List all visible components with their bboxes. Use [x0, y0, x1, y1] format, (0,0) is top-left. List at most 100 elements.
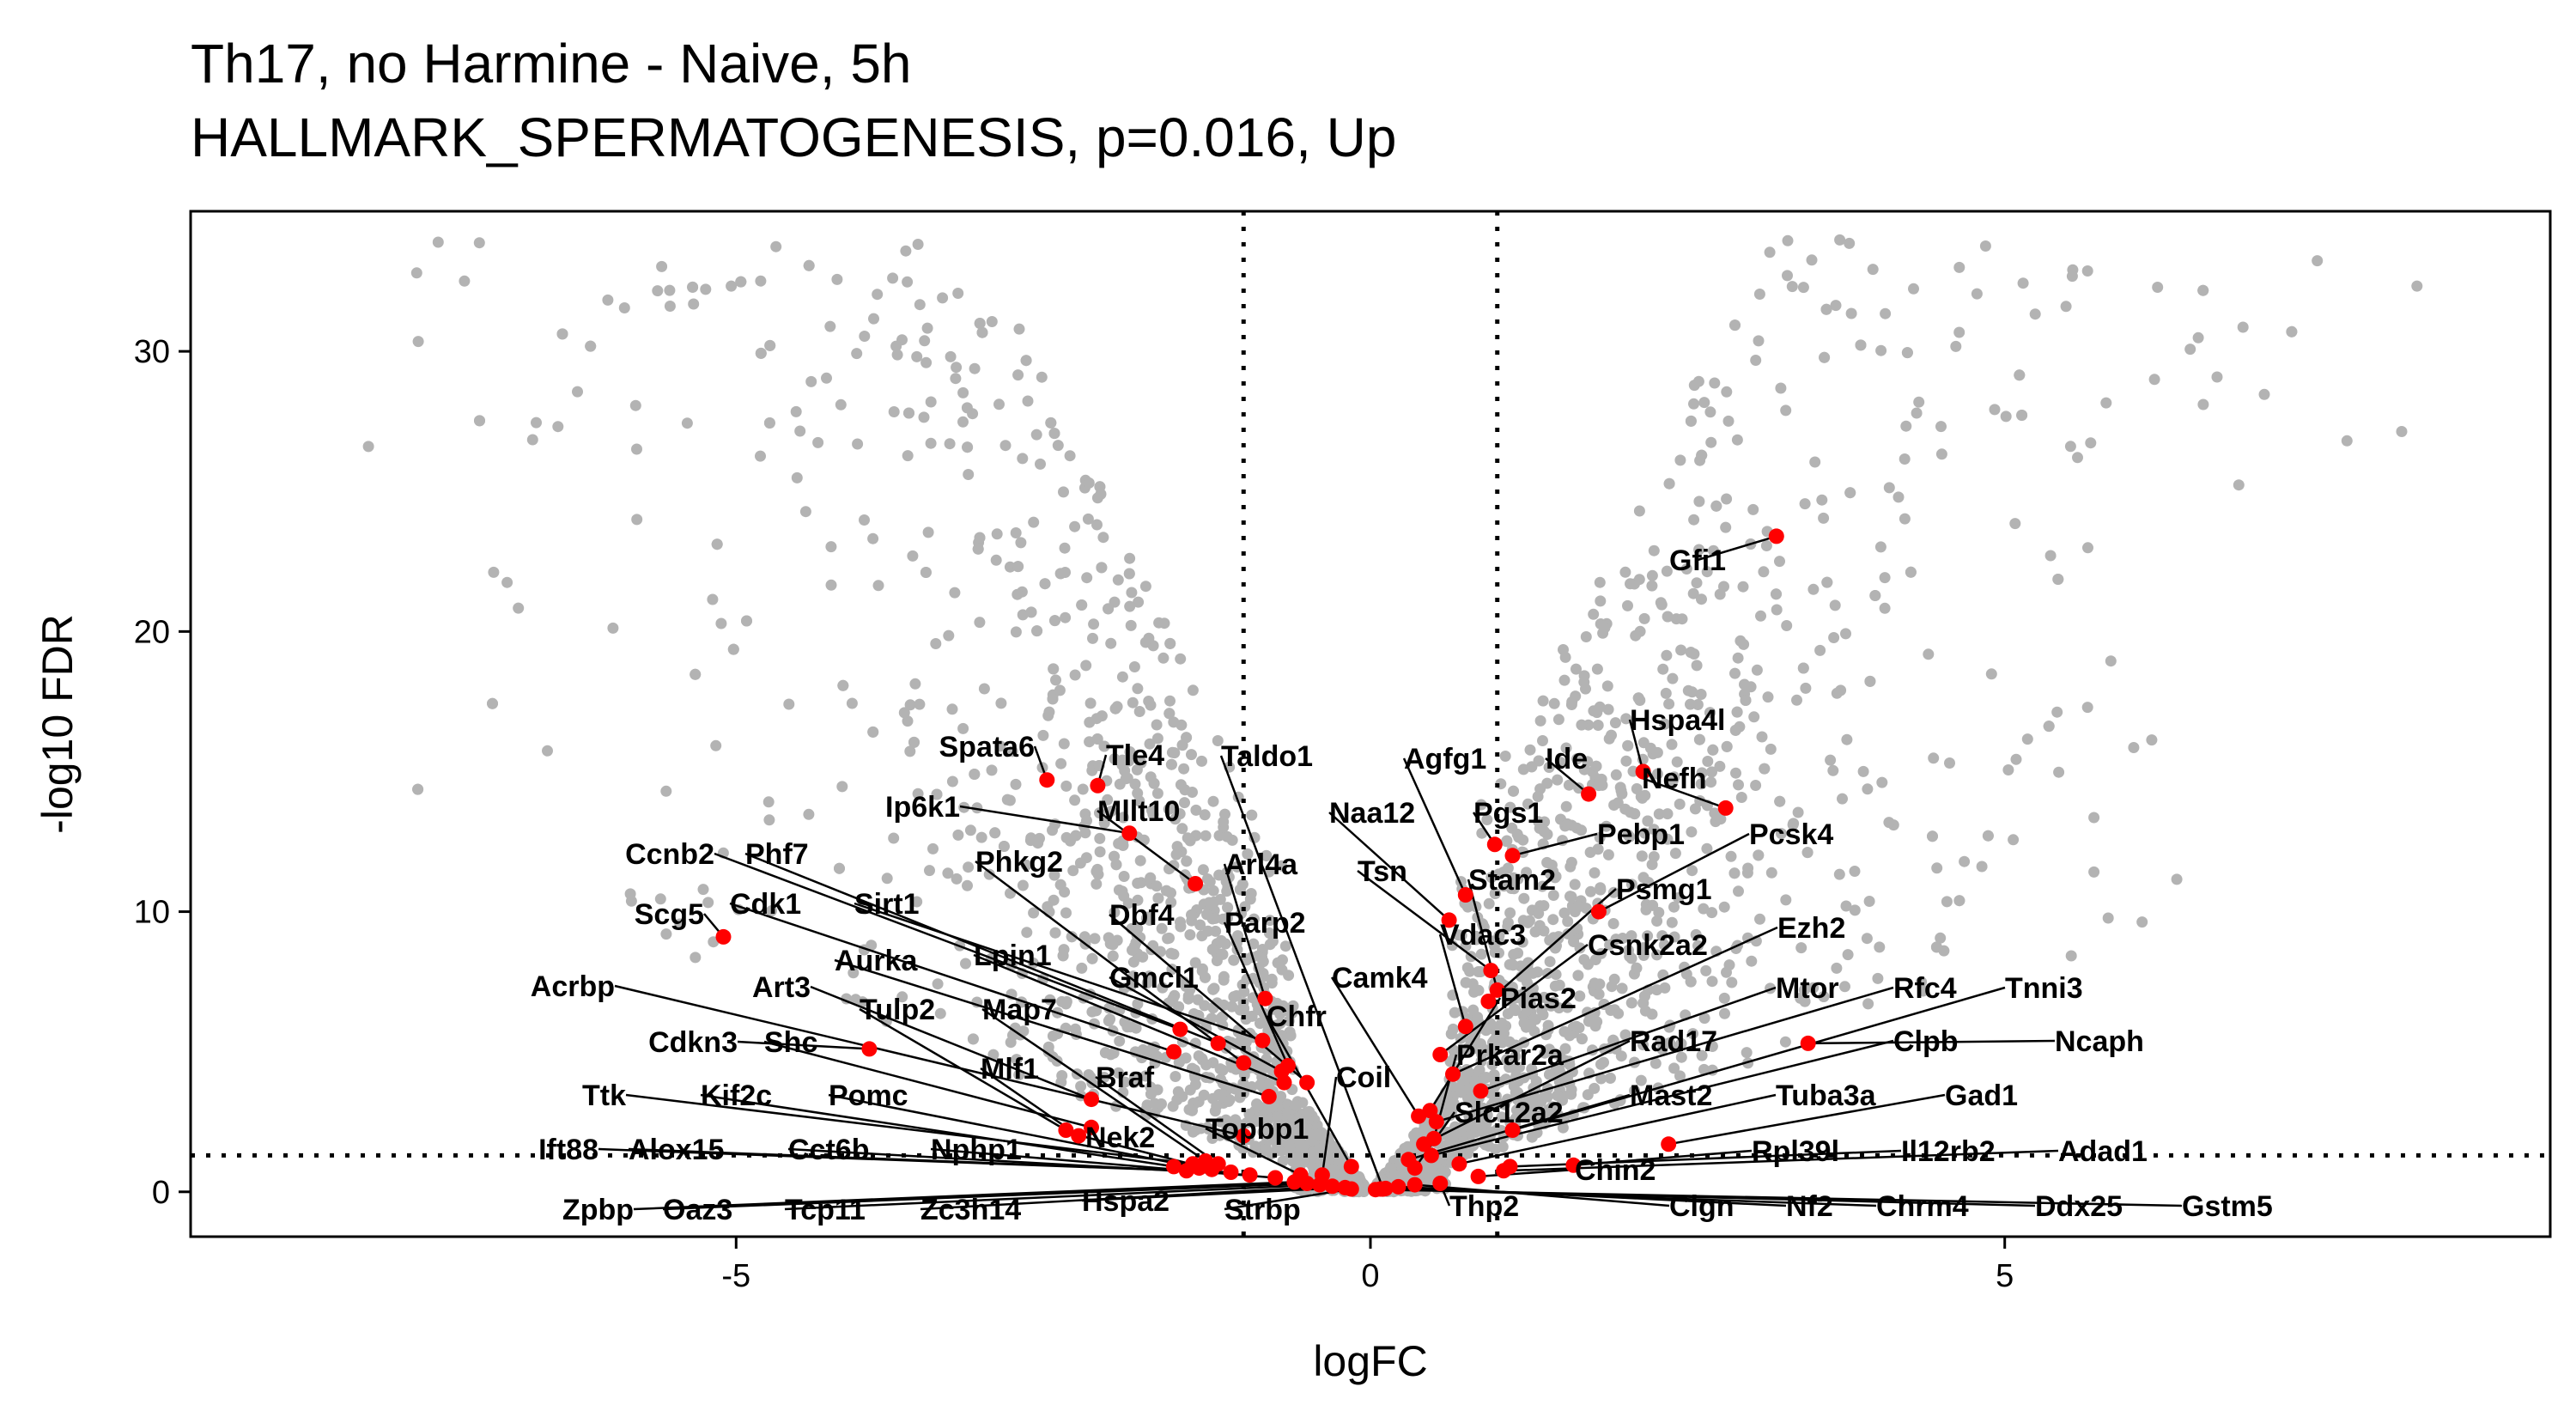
x-axis: -5 0 5	[721, 1237, 2014, 1294]
background-gene-point	[1675, 1051, 1687, 1063]
gene-label: Braf	[1096, 1061, 1155, 1094]
background-gene-point	[2000, 411, 2012, 423]
background-gene-point	[1589, 1082, 1601, 1094]
background-gene-point	[1792, 806, 1804, 818]
background-gene-point	[1044, 994, 1056, 1006]
background-gene-point	[2148, 374, 2160, 386]
background-gene-point	[1081, 815, 1092, 827]
background-gene-point	[1630, 629, 1642, 642]
background-gene-point	[1651, 915, 1663, 927]
gene-label: Adad1	[2058, 1135, 2148, 1168]
highlighted-gene-point	[1480, 994, 1497, 1009]
background-gene-point	[1604, 939, 1616, 951]
highlighted-gene-point	[1236, 1128, 1252, 1144]
background-gene-point	[1735, 792, 1747, 803]
background-gene-point	[1686, 686, 1698, 698]
background-gene-point	[1562, 818, 1574, 830]
background-gene-point	[1726, 976, 1738, 988]
background-gene-point	[1091, 733, 1103, 745]
background-gene-point	[907, 550, 919, 562]
background-gene-point	[961, 402, 973, 414]
background-gene-point	[1750, 355, 1762, 366]
background-gene-point	[1529, 1013, 1541, 1025]
background-gene-point	[1647, 899, 1659, 911]
background-gene-point	[1151, 788, 1163, 800]
background-gene-point	[1841, 733, 1853, 745]
background-gene-point	[2136, 916, 2148, 928]
leader-line	[1109, 914, 1308, 1084]
background-gene-point	[887, 272, 899, 284]
background-gene-point	[1729, 667, 1741, 679]
leader-line	[1328, 812, 1450, 921]
highlighted-gene-point	[1242, 1167, 1258, 1183]
gene-label: Acrbp	[531, 970, 615, 1003]
background-gene-point	[1504, 1061, 1516, 1073]
background-gene-point	[1563, 779, 1575, 791]
background-gene-point	[1656, 1043, 1668, 1055]
background-gene-point	[911, 350, 923, 362]
background-gene-point	[2085, 437, 2097, 449]
leader-line	[1641, 776, 1727, 810]
background-gene-point	[1740, 695, 1752, 706]
background-gene-point	[1676, 613, 1688, 625]
background-gene-point	[836, 781, 848, 793]
background-gene-point	[1591, 1016, 1603, 1028]
gene-label: Ip6k1	[885, 791, 960, 824]
background-gene-point	[1825, 754, 1837, 766]
background-gene-point	[1039, 578, 1051, 590]
background-gene-point	[1668, 1062, 1680, 1074]
background-gene-point	[1620, 755, 1632, 767]
background-gene-point	[1107, 950, 1119, 962]
background-gene-point	[1595, 884, 1607, 896]
background-gene-point	[957, 386, 969, 398]
background-gene-point	[924, 865, 935, 877]
background-gene-point	[1576, 824, 1588, 836]
highlighted-gene-point	[1504, 1122, 1521, 1138]
background-gene-point	[898, 707, 910, 719]
background-gene-point	[1170, 1071, 1182, 1082]
highlighted-gene-point	[1299, 1176, 1315, 1191]
background-gene-point	[1607, 918, 1619, 929]
background-gene-point	[812, 436, 824, 448]
background-gene-point	[1780, 404, 1792, 417]
background-gene-point	[1696, 767, 1708, 779]
background-gene-point	[1067, 865, 1079, 877]
background-gene-point	[1124, 552, 1136, 564]
background-gene-point	[1506, 982, 1518, 993]
background-gene-point	[881, 873, 893, 885]
background-gene-point	[932, 978, 944, 990]
highlighted-gene-point	[1273, 1063, 1290, 1079]
background-gene-point	[848, 967, 860, 979]
gene-label: Mllt10	[1097, 795, 1180, 828]
background-gene-point	[1080, 660, 1092, 672]
background-gene-point	[1124, 600, 1136, 612]
background-gene-point	[674, 918, 686, 930]
background-gene-point	[1690, 928, 1702, 940]
background-gene-point	[1594, 978, 1606, 990]
background-gene-point	[1156, 922, 1168, 934]
background-gene-point	[1410, 1127, 1422, 1139]
background-gene-point	[1213, 869, 1225, 881]
background-gene-point	[631, 443, 642, 455]
background-gene-point	[987, 1049, 999, 1061]
background-gene-point	[2008, 834, 2020, 846]
highlighted-gene-point	[1423, 1147, 1439, 1164]
leader-line	[854, 902, 1263, 1042]
background-gene-point	[531, 417, 542, 429]
background-gene-point	[1721, 740, 1733, 752]
background-gene-point	[1264, 1077, 1275, 1089]
background-gene-point	[1839, 981, 1850, 993]
background-gene-point	[835, 398, 847, 411]
background-gene-point	[2146, 734, 2158, 746]
background-gene-point	[1017, 609, 1029, 621]
background-gene-point	[900, 245, 912, 257]
background-gene-point	[1533, 908, 1545, 920]
highlighted-gene-point	[1223, 1165, 1239, 1180]
background-gene-point	[1930, 941, 1942, 953]
background-gene-point	[1616, 788, 1628, 800]
background-gene-point	[1608, 800, 1620, 811]
background-gene-point	[1064, 450, 1076, 462]
background-gene-point	[1845, 307, 1857, 319]
leader-line	[700, 1093, 1175, 1168]
leader-line	[1423, 1039, 1631, 1146]
